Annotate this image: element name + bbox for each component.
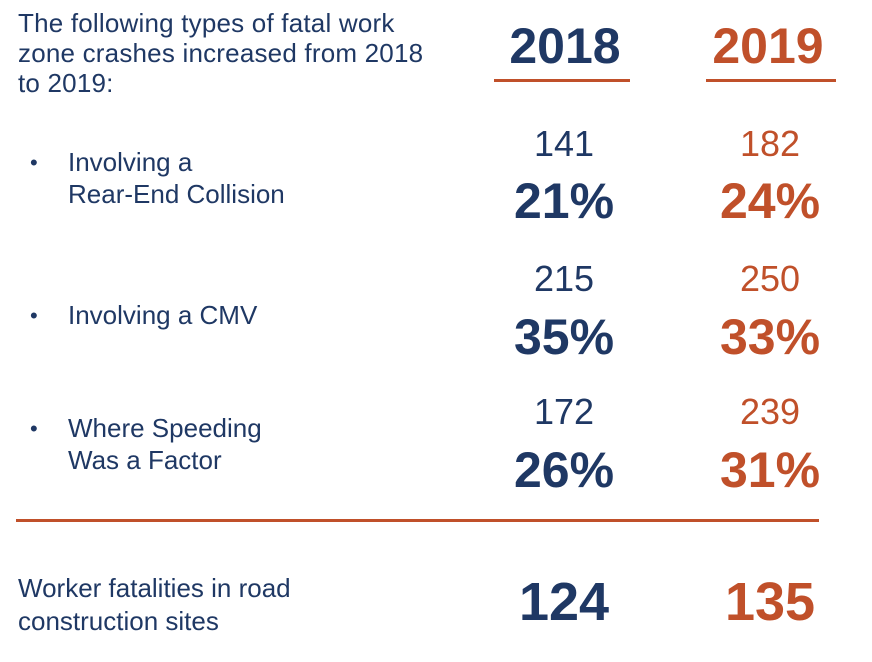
row-label-line1: Involving a xyxy=(68,147,193,177)
row-bullet: • xyxy=(30,303,38,328)
rear-end-pct-2019: 24% xyxy=(719,173,821,229)
intro-text: The following types of fatal work zone c… xyxy=(18,8,424,98)
cmv-pct-2018: 35% xyxy=(513,309,615,365)
rear-end-count-2019: 182 xyxy=(739,123,801,164)
row-label-line2: Was a Factor xyxy=(68,445,222,475)
footer-label-line2: construction sites xyxy=(18,606,219,636)
year-2018-underline xyxy=(494,79,630,82)
rear-end-pct-2018: 21% xyxy=(513,173,615,229)
speeding-count-2019: 239 xyxy=(739,391,801,432)
row-label-line1: Involving a CMV xyxy=(68,300,258,330)
rear-end-count-2018: 141 xyxy=(533,123,595,164)
worker-fatalities-2019: 135 xyxy=(724,572,816,632)
row-label-line1: Where Speeding xyxy=(68,413,262,443)
cmv-count-2019: 250 xyxy=(739,258,801,299)
year-2019-header: 2019 xyxy=(712,18,824,74)
row-bullet: • xyxy=(30,150,38,175)
row-label-cmv: Involving a CMV xyxy=(68,299,257,331)
row-label-rear-end: Involving a Rear-End Collision xyxy=(68,146,285,210)
speeding-count-2018: 172 xyxy=(533,391,595,432)
year-2018-header: 2018 xyxy=(509,18,621,74)
footer-label-line1: Worker fatalities in road xyxy=(18,573,291,603)
speeding-pct-2018: 26% xyxy=(513,442,615,498)
year-2019-underline xyxy=(706,79,836,82)
row-label-speeding: Where Speeding Was a Factor xyxy=(68,412,262,476)
worker-fatalities-2018: 124 xyxy=(518,572,610,632)
cmv-count-2018: 215 xyxy=(533,258,595,299)
cmv-pct-2019: 33% xyxy=(719,309,821,365)
row-label-line2: Rear-End Collision xyxy=(68,179,285,209)
section-divider xyxy=(16,519,819,522)
row-bullet: • xyxy=(30,416,38,441)
worker-fatalities-label: Worker fatalities in road construction s… xyxy=(18,572,398,638)
speeding-pct-2019: 31% xyxy=(719,442,821,498)
